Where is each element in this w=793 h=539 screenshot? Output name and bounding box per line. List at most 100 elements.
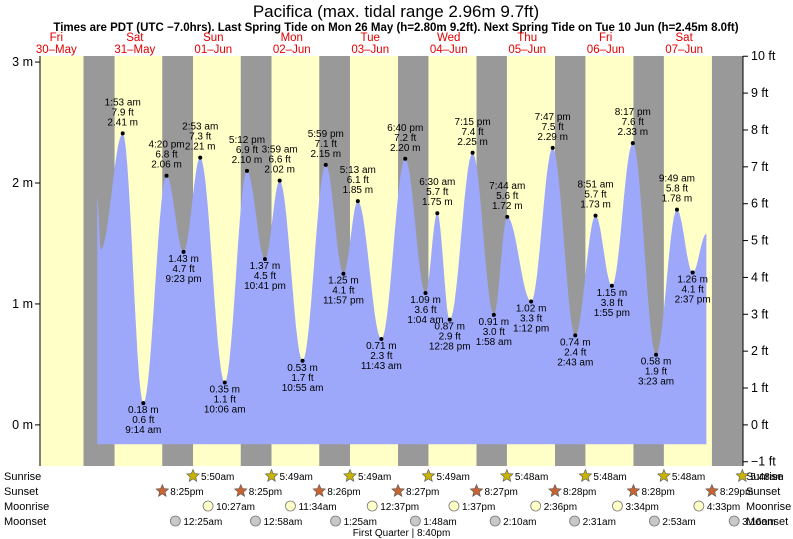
right-tick-label: 9 ft (751, 86, 769, 100)
tide-label: 0.71 m (366, 341, 397, 352)
moonrise-icon (693, 500, 705, 512)
tide-label: 6.6 ft (269, 155, 291, 166)
tide-label: 4:20 pm (148, 140, 184, 151)
tide-label: 1.15 m (597, 288, 628, 299)
moonset-event: 12:58am (250, 515, 302, 528)
tide-point (244, 168, 249, 173)
day-name: Thu (517, 32, 537, 44)
tide-point (403, 156, 408, 161)
tide-label: 4.7 ft (172, 264, 194, 275)
sunrise-icon (656, 468, 671, 482)
row-label-right: Moonrise (746, 501, 791, 513)
sunrise-time: 5:48am (515, 472, 548, 483)
tide-point (181, 249, 186, 254)
tide-label: 1.02 m (516, 304, 547, 315)
tide-label: 1.25 m (328, 276, 359, 287)
moonrise-event: 4:33pm (693, 500, 740, 513)
moonrise-event: 10:27am (202, 500, 255, 513)
moonrise-event: 1:37pm (448, 500, 495, 513)
tide-label: 6:40 pm (387, 123, 423, 134)
moonrise-icon (366, 500, 378, 512)
tide-label: 6.1 ft (347, 175, 369, 186)
tide-label: 2.41 m (107, 117, 138, 128)
sunrise-time: 5:48am (750, 472, 783, 483)
tide-label: 5.7 ft (426, 187, 448, 198)
tide-label: 1.09 m (410, 295, 441, 306)
moonset-time: 1:25am (344, 517, 377, 528)
tide-label: 0.35 m (209, 385, 240, 396)
sunset-time: 8:25pm (249, 487, 282, 498)
astronomy-rows: Sunrise Sunrise 5:50am 5:49am 5:49am 5:49am 5:… (4, 468, 791, 539)
sunrise-icon (578, 468, 593, 482)
moonrise-icon (530, 500, 542, 512)
tide-label: 1:04 am (407, 315, 443, 326)
tide-point (198, 155, 203, 160)
tide-point (164, 173, 169, 178)
sunset-event: 8:28pm (548, 483, 596, 498)
day-name: Fri (50, 32, 63, 44)
moonrise-time: 4:33pm (707, 502, 740, 513)
sunset-event: 8:25pm (155, 483, 204, 498)
tide-label: 2.02 m (264, 165, 295, 176)
sunset-time: 8:28pm (563, 487, 596, 498)
sunrise-time: 5:48am (672, 472, 705, 483)
sunset-time: 8:25pm (170, 487, 203, 498)
tide-label: 2.25 m (457, 137, 488, 148)
tide-label: 11:43 am (361, 361, 402, 372)
tide-label: 7.5 ft (542, 122, 564, 133)
moonset-event: 2:31am (569, 515, 616, 528)
sunset-time: 8:28pm (641, 487, 674, 498)
sunrise-icon (186, 468, 200, 482)
moonset-time: 2:10am (503, 517, 536, 528)
sunset-event: 8:27pm (391, 483, 439, 498)
moonrise-time: 11:34am (298, 502, 336, 513)
tide-label: 9:49 am (659, 174, 695, 185)
tide-label: 1.78 m (662, 194, 693, 205)
tide-label: 3:59 am (262, 145, 298, 156)
sunrise-event: 5:48am (735, 468, 784, 483)
tide-point (609, 283, 614, 288)
moonrise-event: 2:36pm (530, 500, 577, 513)
sunrise-event: 5:49am (421, 468, 470, 483)
tide-label: 2.3 ft (370, 351, 392, 362)
tide-label: 7:15 pm (455, 117, 491, 128)
moonset-time: 3:16am (742, 517, 775, 528)
sunrise-time: 5:48am (593, 472, 626, 483)
tide-label: 0.6 ft (132, 415, 154, 426)
tide-label: 2:37 pm (675, 294, 711, 305)
tide-point (470, 150, 475, 155)
sunrise-icon (421, 468, 436, 482)
moonset-event: 1:25am (330, 515, 377, 528)
tide-label: 1.75 m (422, 197, 453, 208)
tide-label: 0.87 m (434, 322, 465, 333)
tide-point (550, 145, 555, 150)
tide-label: 2.33 m (618, 127, 649, 138)
tide-area (97, 133, 707, 445)
tide-label: 1.9 ft (645, 367, 667, 378)
tide-label: 12:28 pm (429, 342, 471, 353)
day-date: 01–Jun (194, 44, 232, 56)
sunrise-icon (499, 468, 514, 482)
moonset-time: 12:25am (183, 517, 222, 528)
tide-point (435, 211, 440, 216)
tide-point (141, 401, 146, 406)
tide-label: 6.8 ft (155, 150, 177, 161)
right-tick-label: 7 ft (751, 160, 769, 174)
tide-label: 1:12 pm (513, 324, 549, 335)
day-date: 30–May (36, 44, 77, 56)
sunset-event: 8:29pm (705, 483, 753, 498)
right-tick-label: 10 ft (751, 49, 776, 63)
left-tick-label: 3 m (12, 55, 33, 69)
sunset-icon (312, 483, 327, 497)
moonset-time: 1:48am (423, 517, 456, 528)
day-name: Mon (281, 32, 303, 44)
sunset-time: 8:27pm (406, 487, 439, 498)
tide-point (222, 380, 227, 385)
sunset-time: 8:27pm (485, 487, 518, 498)
sunrise-time: 5:50am (201, 472, 234, 483)
tide-point (593, 213, 598, 218)
tide-label: 10:55 am (282, 383, 324, 394)
row-label-left: Sunrise (4, 471, 41, 483)
moonrise-icon (202, 500, 214, 512)
tide-label: 6.9 ft (236, 145, 258, 156)
